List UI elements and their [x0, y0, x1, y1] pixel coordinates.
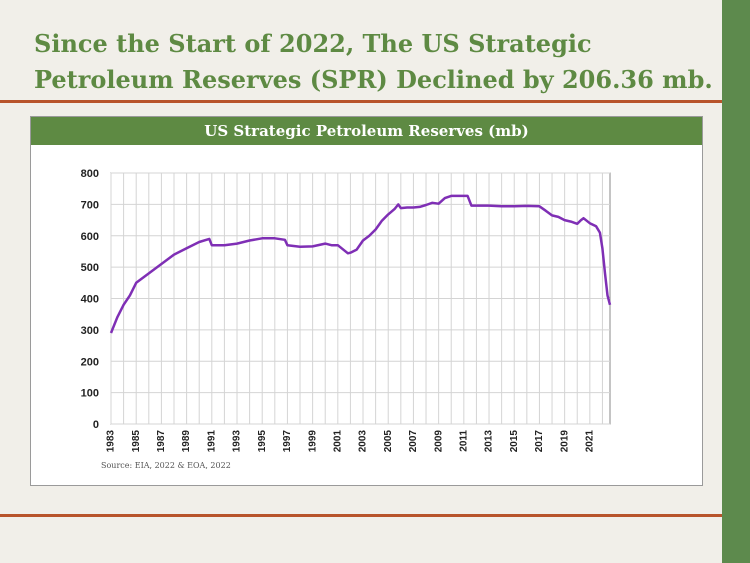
y-tick-label: 0	[93, 419, 99, 431]
y-tick-label: 700	[81, 199, 99, 211]
y-tick-label: 400	[81, 294, 99, 306]
x-tick-label: 1989	[181, 430, 192, 453]
y-tick-label: 200	[81, 356, 99, 368]
chart-svg: 0 100 200 300 400 500 600 700 800 1983 1985 1987 198…	[81, 168, 612, 453]
y-tick-label: 800	[81, 168, 99, 180]
x-tick-label: 1985	[131, 430, 142, 453]
x-tick-label: 1991	[206, 430, 217, 453]
x-tick-label: 2005	[383, 430, 394, 453]
chart-title: US Strategic Petroleum Reserves (mb)	[31, 117, 702, 145]
x-tick-label: 1983	[106, 430, 117, 453]
x-tick-label: 2001	[332, 430, 343, 453]
bottom-divider	[0, 514, 722, 517]
x-tick-label: 2021	[584, 430, 595, 453]
y-tick-label: 100	[81, 388, 99, 400]
x-tick-label: 2013	[484, 430, 495, 453]
x-tick-label: 2011	[458, 430, 469, 452]
x-tick-label: 2003	[358, 430, 369, 453]
y-tick-label: 600	[81, 231, 99, 243]
y-tick-label: 500	[81, 262, 99, 274]
x-tick-label: 2009	[433, 430, 444, 453]
right-accent-bar	[722, 0, 750, 563]
x-tick-label: 1997	[282, 430, 293, 453]
x-tick-label: 1999	[307, 430, 318, 453]
slide-title: Since the Start of 2022, The US Strategi…	[34, 26, 714, 98]
source-note: Source: EIA, 2022 & EOA, 2022	[101, 461, 231, 470]
x-tick-label: 2017	[534, 430, 545, 453]
x-tick-label: 2015	[509, 430, 520, 453]
x-tick-label: 2019	[559, 430, 570, 453]
series-line	[109, 194, 612, 334]
top-divider	[0, 100, 722, 103]
slide-title-line-1: Since the Start of 2022, The US Strategi…	[34, 29, 592, 58]
x-tick-label: 1995	[257, 430, 268, 453]
x-tick-label: 1987	[156, 430, 167, 453]
slide-title-line-2: Petroleum Reserves (SPR) Declined by 206…	[34, 65, 713, 94]
x-tick-label: 2007	[408, 430, 419, 453]
y-tick-label: 300	[81, 325, 99, 337]
chart-panel: US Strategic Petroleum Reserves (mb) 0 10…	[30, 116, 703, 486]
x-tick-label: 1993	[232, 430, 243, 453]
